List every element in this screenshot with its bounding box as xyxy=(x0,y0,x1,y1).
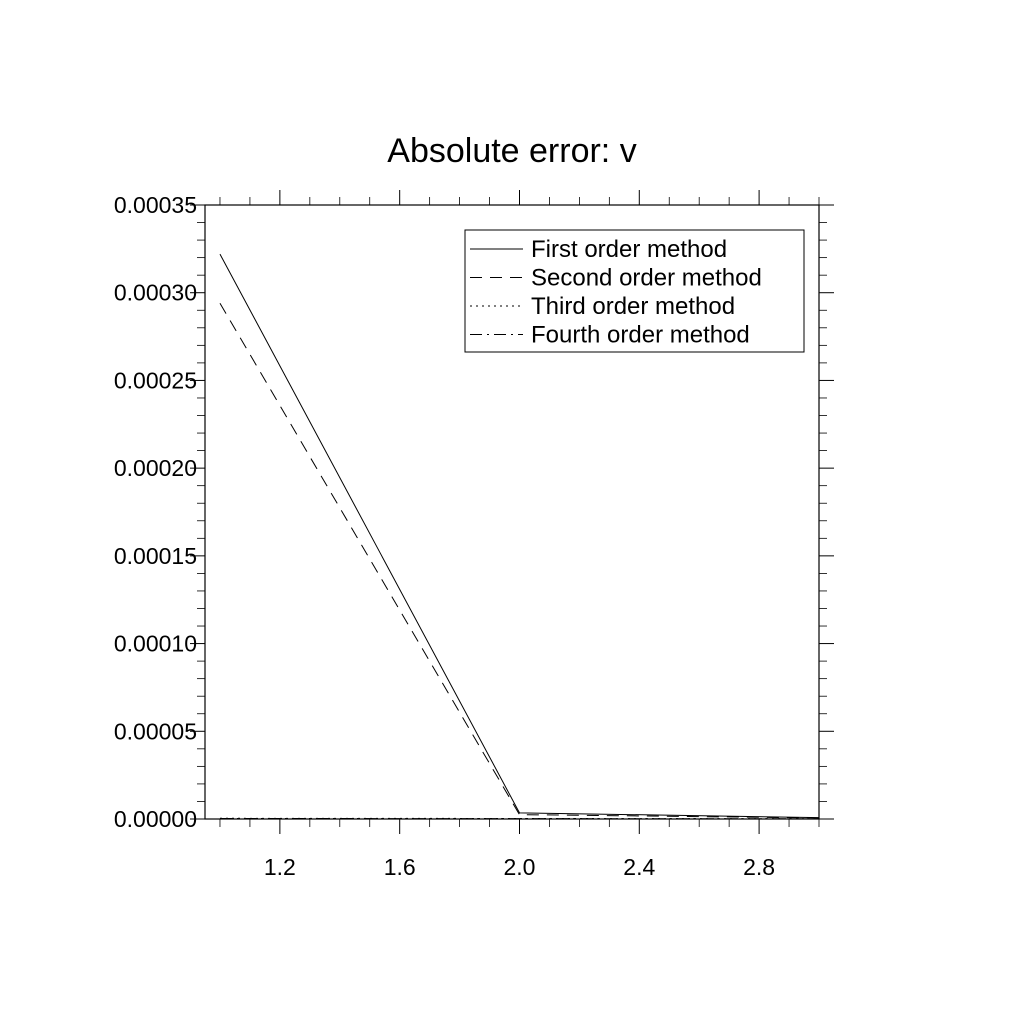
y-tick-label: 0.00020 xyxy=(114,455,197,481)
y-tick-label: 0.00025 xyxy=(114,367,197,393)
series-line-1 xyxy=(219,253,820,819)
y-tick-label: 0.00015 xyxy=(114,543,197,569)
chart-title: Absolute error: v xyxy=(387,132,637,170)
y-tick-label: 0.00000 xyxy=(114,806,197,832)
legend-label: Fourth order method xyxy=(531,322,750,349)
legend-label: Third order method xyxy=(531,293,735,320)
x-tick-label: 2.4 xyxy=(623,854,655,880)
y-tick-label: 0.00005 xyxy=(114,718,197,744)
legend-box xyxy=(464,229,805,353)
x-tick-label: 2.8 xyxy=(743,854,775,880)
series-line-3 xyxy=(219,817,820,820)
x-tick-label: 1.6 xyxy=(384,854,416,880)
x-tick-label: 1.2 xyxy=(264,854,296,880)
series-line-2 xyxy=(219,302,820,819)
legend-label: First order method xyxy=(531,236,727,263)
legend-label: Second order method xyxy=(531,265,762,292)
y-tick-label: 0.00030 xyxy=(114,280,197,306)
x-tick-label: 2.0 xyxy=(503,854,535,880)
y-tick-label: 0.00035 xyxy=(114,192,197,218)
y-tick-label: 0.00010 xyxy=(114,631,197,657)
